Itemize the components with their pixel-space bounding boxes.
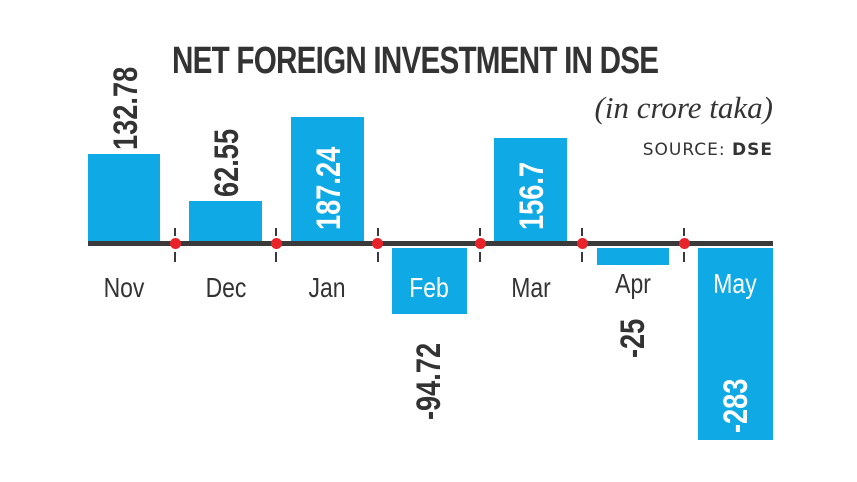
bar-dec [189, 201, 262, 241]
separator-dot [372, 238, 383, 249]
separator-dot [679, 238, 690, 249]
month-label-may: May [713, 268, 757, 299]
month-label-dec: Dec [205, 272, 247, 303]
separator-dot [577, 238, 588, 249]
separator-tick [683, 252, 685, 262]
value-label-apr: -25 [614, 318, 652, 358]
bar-may [698, 248, 773, 440]
bar-nov [88, 154, 160, 241]
source-credit: SOURCE: DSE [643, 140, 773, 160]
bar-apr [597, 248, 669, 265]
separator-tick [683, 228, 685, 236]
separator-dot [271, 238, 282, 249]
separator-tick [174, 252, 176, 262]
chart-subtitle: (in crore taka) [594, 90, 773, 125]
separator-tick [479, 252, 481, 262]
value-label-mar: 156.7 [513, 161, 551, 230]
source-value: DSE [732, 140, 773, 160]
bar-mar [494, 138, 567, 241]
month-label-apr: Apr [615, 268, 651, 299]
value-label-dec: 62.55 [208, 128, 246, 197]
zero-axis-line [88, 241, 773, 246]
chart-title: NET FOREIGN INVESTMENT IN DSE [172, 40, 659, 82]
month-label-mar: Mar [511, 272, 551, 303]
value-label-may: -283 [717, 378, 755, 433]
value-label-feb: -94.72 [410, 342, 448, 420]
bar-feb [392, 248, 467, 314]
separator-tick [581, 228, 583, 236]
separator-tick [275, 252, 277, 262]
month-label-jan: Jan [308, 272, 346, 303]
separator-tick [275, 228, 277, 236]
bar-jan [291, 117, 364, 241]
separator-tick [174, 228, 176, 236]
value-label-jan: 187.24 [310, 146, 348, 230]
separator-dot [475, 238, 486, 249]
value-label-nov: 132.78 [107, 66, 145, 150]
separator-tick [377, 252, 379, 262]
month-label-nov: Nov [103, 272, 145, 303]
separator-tick [581, 252, 583, 262]
separator-tick [377, 228, 379, 236]
source-label: SOURCE: [642, 140, 726, 160]
separator-dot [170, 238, 181, 249]
month-label-feb: Feb [409, 272, 449, 303]
separator-tick [479, 228, 481, 236]
